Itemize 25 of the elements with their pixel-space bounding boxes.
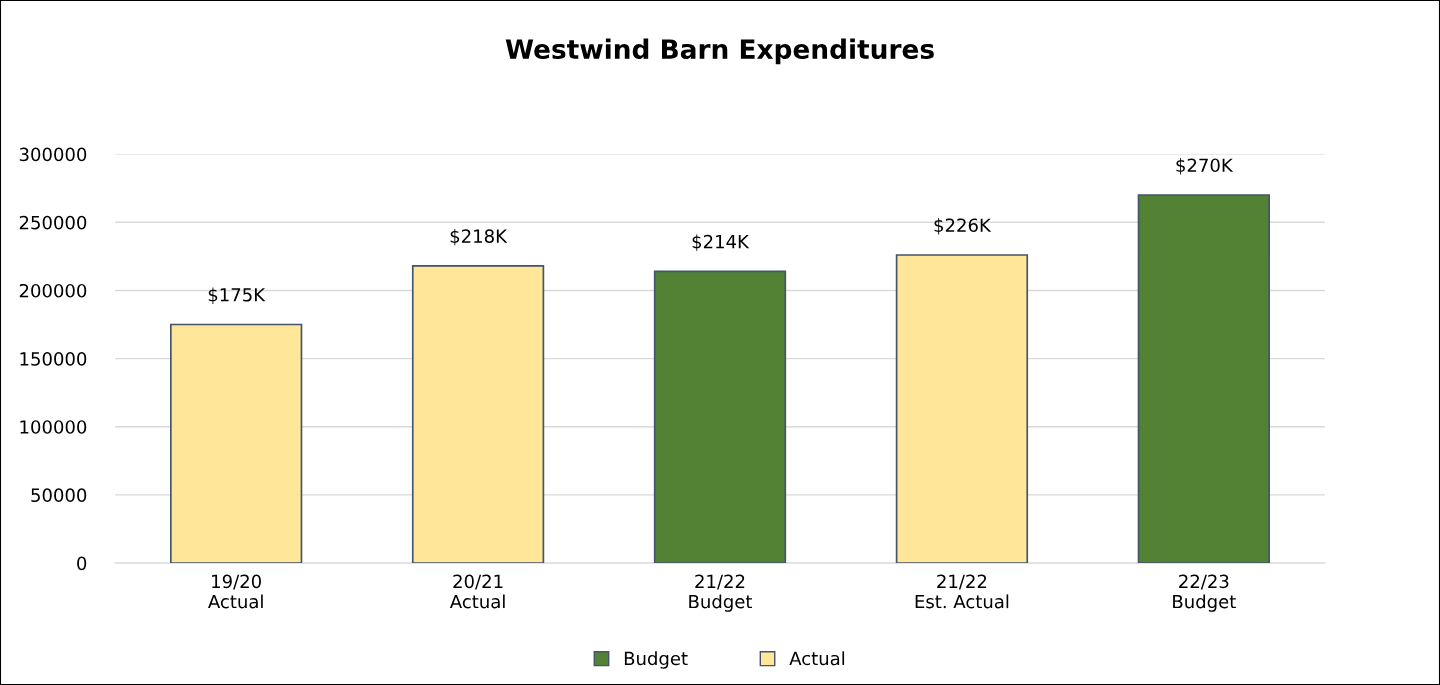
legend-label: Budget <box>624 651 688 669</box>
data-label: $175K <box>208 287 266 304</box>
bar <box>1137 194 1270 564</box>
legend-label: Actual <box>789 651 845 666</box>
x-tick-label: 21/22 Est. Actual <box>915 574 1009 609</box>
y-tick-label: 100000 <box>20 420 87 434</box>
data-label: $226K <box>934 218 992 235</box>
y-tick-label: 300000 <box>19 147 87 162</box>
data-label: $218K <box>450 228 508 246</box>
y-tick-label: 50000 <box>31 488 87 503</box>
y-tick-label: 150000 <box>20 352 87 366</box>
x-tick-label: 19/20 Actual <box>208 574 263 609</box>
bar <box>170 323 303 564</box>
x-tick-label: 20/21 Actual <box>449 574 505 609</box>
x-tick-label: 21/22 Budget <box>689 574 753 612</box>
data-label: $214K <box>692 234 750 251</box>
x-tick-label: 22/23 Budget <box>1173 574 1236 612</box>
y-tick-label: 250000 <box>19 215 87 230</box>
data-label: $270K <box>1176 158 1234 175</box>
y-tick-label: 200000 <box>19 283 87 298</box>
bar <box>411 265 545 564</box>
bar <box>653 270 787 564</box>
y-tick-label: 0 <box>77 556 87 571</box>
chart-title: Westwind Barn Expenditures <box>505 38 934 65</box>
bar <box>895 254 1029 564</box>
